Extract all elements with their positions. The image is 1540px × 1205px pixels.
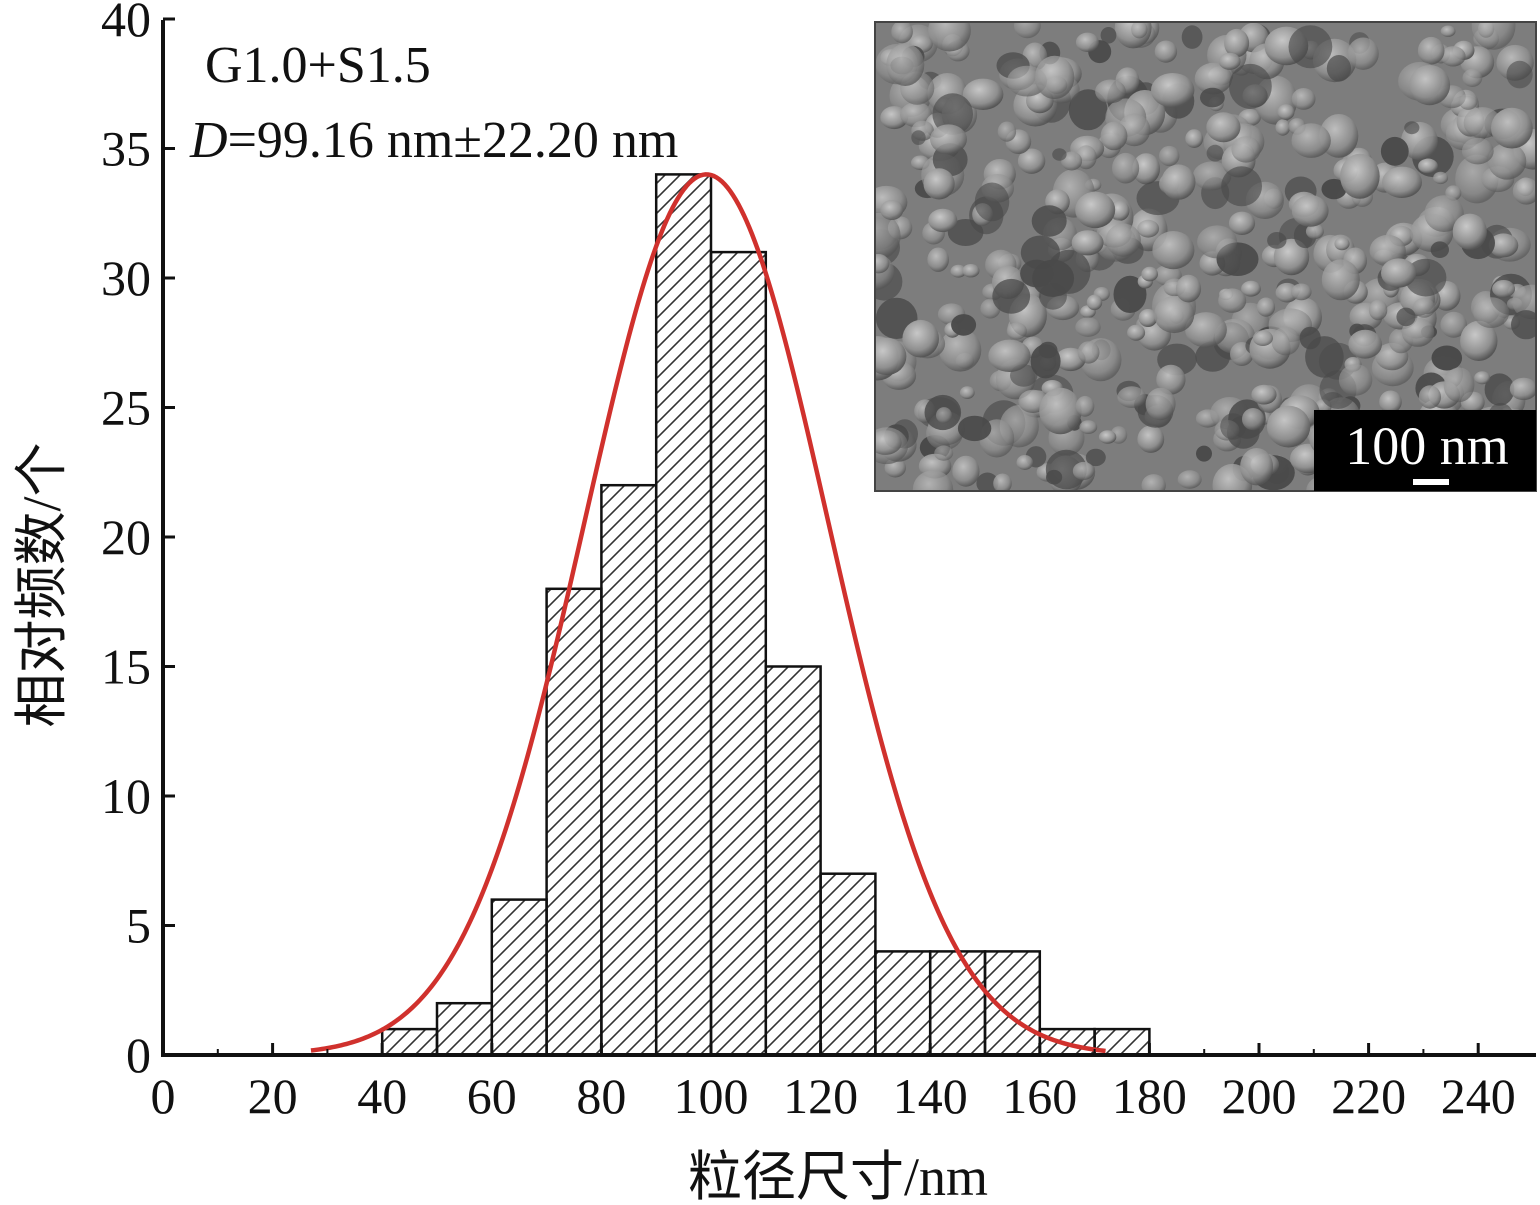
histogram-bar: [435, 1001, 494, 1057]
y-tick-label: 0: [126, 1027, 151, 1083]
histogram-bar: [928, 950, 987, 1057]
x-tick-label: 60: [467, 1068, 517, 1124]
x-tick-label: 240: [1441, 1068, 1516, 1124]
y-tick-label: 25: [101, 380, 151, 436]
diameter-annotation: D=99.16 nm±22.20 nm: [189, 112, 678, 169]
diameter-value: =99.16 nm±22.20 nm: [228, 112, 679, 169]
histogram-bar: [819, 872, 877, 1057]
x-tick-label: 140: [893, 1068, 968, 1124]
x-tick-label: 220: [1331, 1068, 1406, 1124]
x-tick-label: 180: [1112, 1068, 1187, 1124]
x-tick-label: 80: [576, 1068, 626, 1124]
x-tick-label: 20: [248, 1068, 298, 1124]
y-axis-ticks: 0 5 10 15 20 25 30 35 40: [101, 0, 175, 1083]
gaussian-fit-curve: [310, 172, 1106, 1054]
scale-bar: [1413, 479, 1449, 485]
y-tick-label: 5: [126, 898, 151, 954]
diameter-symbol: D: [189, 112, 228, 169]
x-tick-label: 40: [357, 1068, 407, 1124]
x-axis-ticks: 0 20 40 60 80 100 120 140 160 180 200 220 240: [151, 1043, 1516, 1124]
x-tick-label: 160: [1002, 1068, 1077, 1124]
histogram-bar: [380, 1027, 439, 1057]
histogram-bars: [380, 173, 1151, 1057]
y-tick-label: 30: [101, 250, 151, 306]
sample-label: G1.0+S1.5: [205, 37, 431, 94]
x-axis-title: 粒径尺寸/nm: [688, 1147, 988, 1205]
histogram-bar: [709, 250, 768, 1057]
y-tick-label: 40: [101, 0, 151, 47]
histogram-bar: [600, 483, 658, 1057]
x-tick-label: 0: [151, 1068, 176, 1124]
x-tick-label: 120: [783, 1068, 858, 1124]
histogram-bar: [764, 665, 822, 1057]
y-axis-title: 相对频数/个: [12, 442, 72, 727]
y-tick-label: 10: [101, 768, 151, 824]
histogram-bar: [654, 173, 713, 1057]
sem-inset-image: 100 nm: [874, 21, 1537, 492]
x-tick-label: 200: [1222, 1068, 1297, 1124]
y-tick-label: 35: [101, 121, 151, 177]
scale-bar-box: [1314, 410, 1536, 491]
x-tick-label: 100: [674, 1068, 749, 1124]
y-tick-label: 15: [101, 639, 151, 695]
histogram-bar: [490, 898, 548, 1057]
histogram-bar: [874, 950, 932, 1057]
scale-bar-label: 100 nm: [1345, 416, 1509, 476]
y-tick-label: 20: [101, 509, 151, 565]
